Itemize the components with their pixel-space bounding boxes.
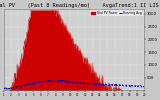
Title: Total PV    (Past 8 Readings/mo)    AvgaTrend:1 II LIS: Total PV (Past 8 Readings/mo) AvgaTrend:… (0, 3, 158, 8)
Legend: Total PV Power, Running Avg: Total PV Power, Running Avg (90, 10, 143, 16)
